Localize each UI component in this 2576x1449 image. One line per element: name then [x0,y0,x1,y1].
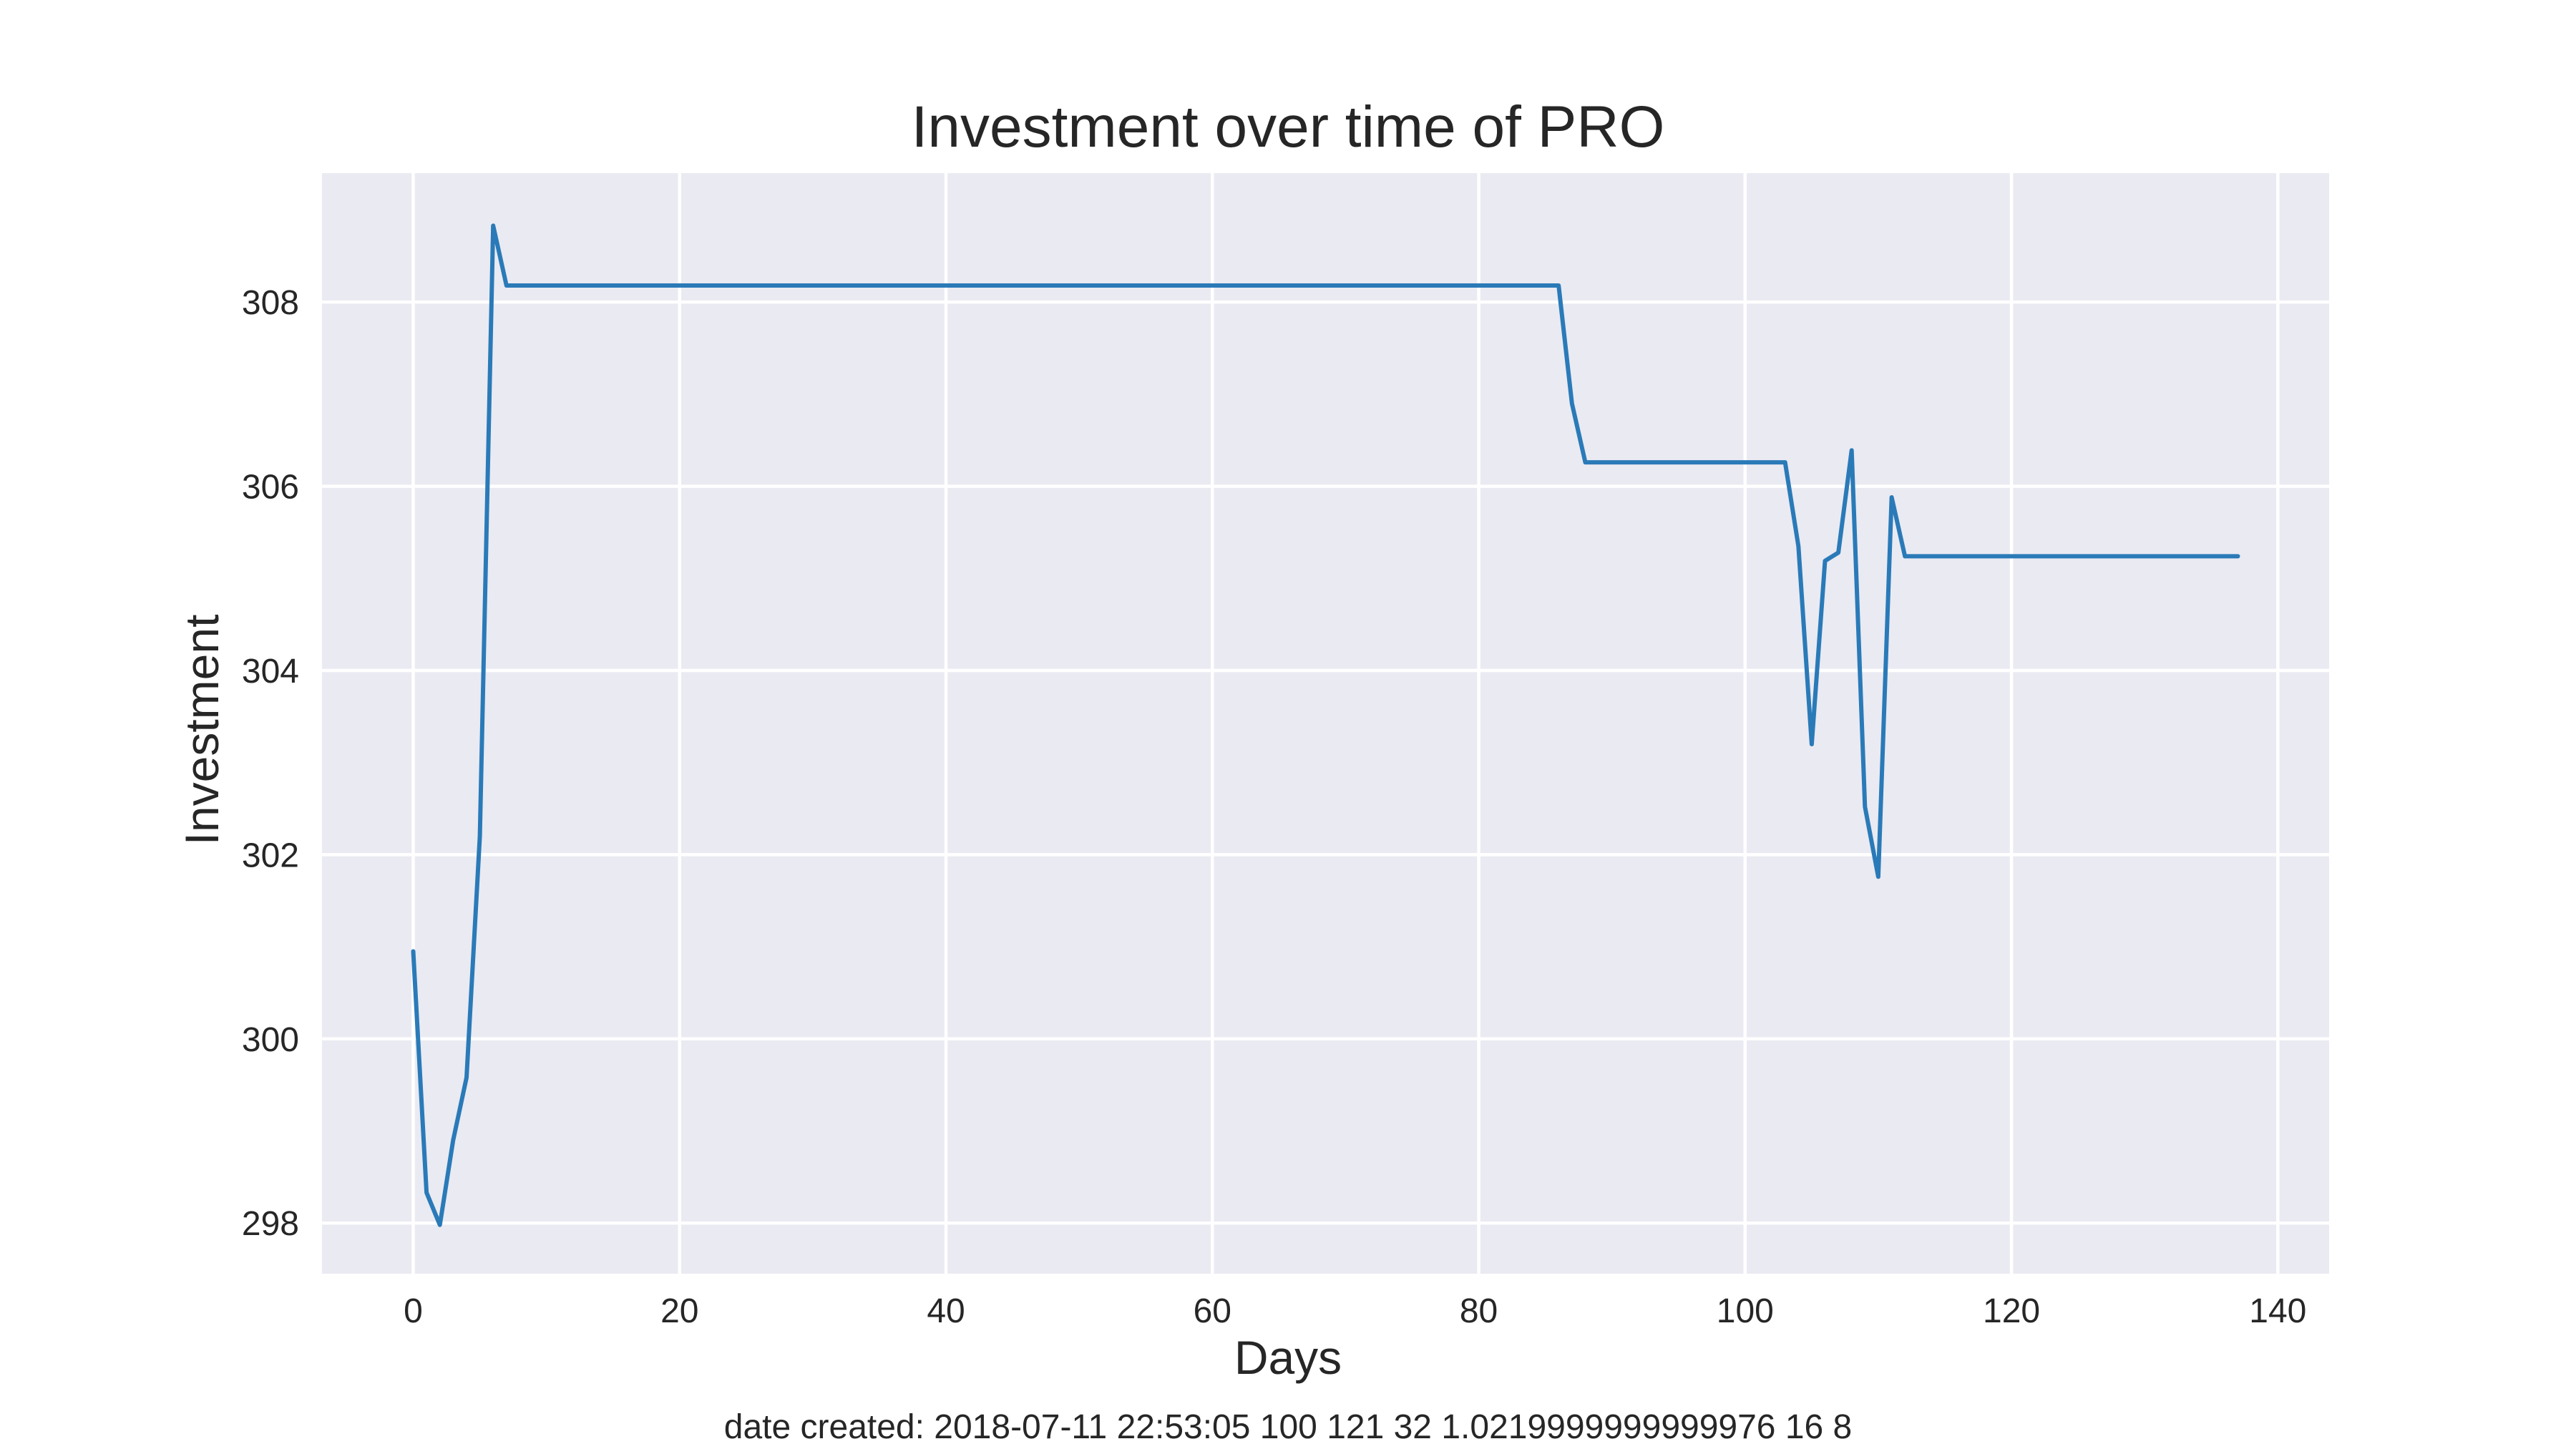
y-tick-label: 300 [242,1021,299,1059]
y-tick-label: 302 [242,836,299,874]
x-gridlines [411,173,2280,1274]
x-tick-label: 120 [1983,1292,2040,1330]
y-tick-label: 304 [242,653,299,691]
y-tick-labels: 298 300 302 304 306 308 [242,284,299,1243]
x-tick-label: 100 [1717,1292,1774,1330]
footer-text: date created: 2018-07-11 22:53:05 100 12… [724,1408,1853,1446]
x-tick-label: 140 [2249,1292,2306,1330]
x-tick-label: 40 [927,1292,965,1330]
y-tick-label: 308 [242,284,299,322]
series-group [411,223,2240,1227]
x-tick-labels: 0 20 40 60 80 100 120 140 [404,1292,2306,1330]
y-tick-label: 306 [242,469,299,507]
chart-title: Investment over time of PRO [912,94,1665,160]
x-tick-label: 0 [404,1292,423,1330]
x-tick-label: 60 [1194,1292,1231,1330]
x-axis-label: Days [1234,1331,1342,1384]
y-axis-label: Investment [175,615,228,846]
y-gridlines [322,300,2329,1225]
x-tick-label: 80 [1460,1292,1498,1330]
investment-series-line [411,223,2240,1227]
plot-area [322,173,2329,1274]
x-tick-label: 20 [660,1292,698,1330]
y-tick-label: 298 [242,1205,299,1243]
